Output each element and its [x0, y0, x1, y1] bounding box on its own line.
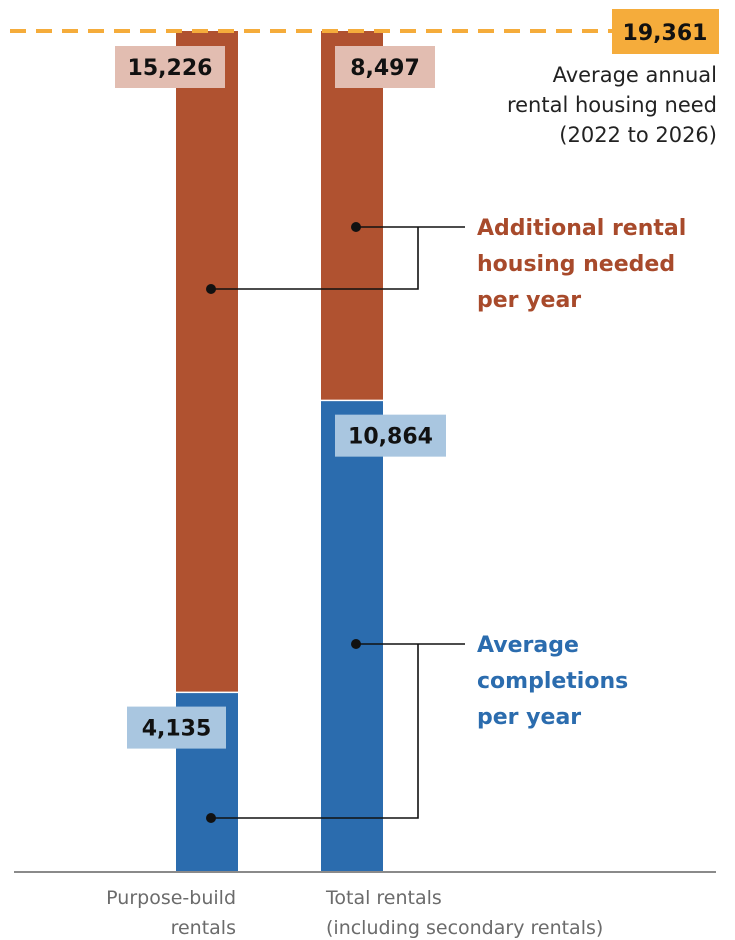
legend-text-line: Average: [477, 633, 579, 658]
connector-dot: [351, 639, 361, 649]
bars-layer: [176, 31, 383, 871]
connector-dot: [206, 813, 216, 823]
value-label-box: [127, 706, 226, 749]
connector-line: [211, 226, 465, 290]
labels-layer: 4,135 10,864 15,226 8,497: [115, 46, 446, 749]
target-description-line: Average annual: [553, 63, 717, 87]
bar-segment-completions-1: [321, 399, 383, 871]
target-description-line: (2022 to 2026): [559, 123, 717, 147]
target-description-line: rental housing need: [507, 93, 717, 117]
bar-segment-needed-1: [321, 31, 383, 400]
value-label: 15,226: [128, 56, 213, 81]
bar-segment-needed-0: [176, 31, 238, 692]
value-label-box: [335, 46, 435, 88]
connector-dot: [206, 284, 216, 294]
legend-text-line: per year: [477, 705, 581, 730]
value-label: 4,135: [142, 717, 212, 742]
value-label: 10,864: [348, 425, 433, 450]
category-label-line: Total rentals: [325, 887, 442, 909]
value-label-box: [335, 414, 446, 457]
category-label-line: rentals: [171, 917, 236, 939]
legend-text-line: housing needed: [477, 252, 675, 277]
connector-line: [211, 643, 465, 819]
connectors-layer: Additional rental housing needed per year A…: [206, 216, 686, 823]
axis-layer: Purpose-build rentals Total rentals (includ…: [14, 871, 716, 939]
legend-text-line: completions: [477, 669, 628, 694]
legend-text-line: per year: [477, 288, 581, 313]
category-label-line: (including secondary rentals): [326, 917, 603, 939]
connector-dot: [351, 222, 361, 232]
value-label: 8,497: [350, 56, 420, 81]
category-label-line: Purpose-build: [106, 887, 236, 909]
target-layer: 19,361 Average annual rental housing need (…: [10, 9, 719, 147]
value-label-box: [115, 46, 225, 88]
target-value-label: 19,361: [623, 21, 708, 46]
legend-text-line: Additional rental: [477, 216, 686, 241]
target-value-box: [612, 9, 719, 54]
